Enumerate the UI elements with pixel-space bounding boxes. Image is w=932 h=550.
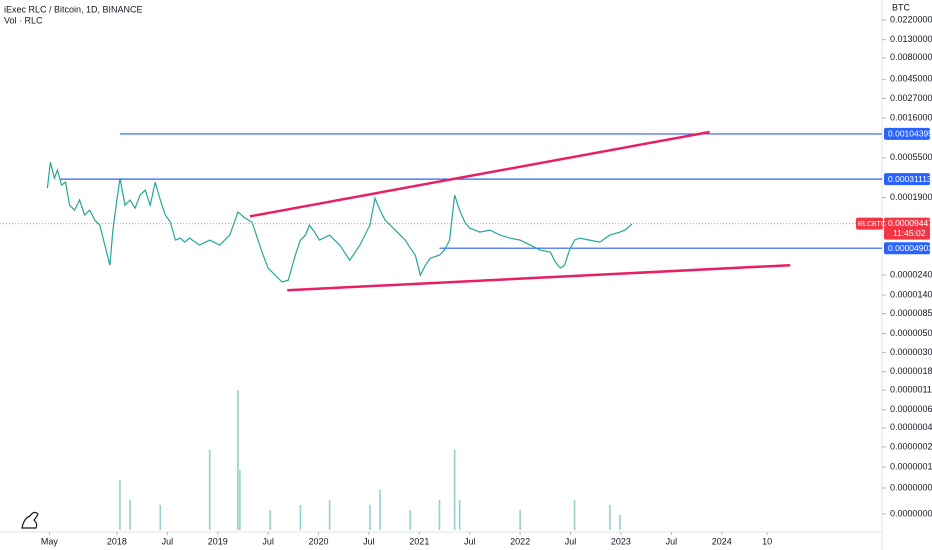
y-tick-label: 0.00000008 — [890, 482, 932, 492]
last-price-box — [884, 217, 930, 240]
x-tick-label: 2019 — [208, 536, 228, 546]
x-tick-label: Jul — [363, 536, 375, 546]
chart-title: iExec RLC / Bitcoin, 1D, BINANCE — [4, 4, 143, 14]
symbol-box — [856, 217, 883, 230]
level-label: 0.00004903 — [888, 243, 932, 253]
volume-bar — [458, 500, 461, 530]
x-tick-label: Jul — [666, 536, 678, 546]
x-tick-label: 2020 — [309, 536, 329, 546]
volume-bar — [328, 500, 331, 530]
volume-bar — [573, 500, 576, 530]
volume-bar — [453, 450, 456, 530]
x-tick-label: Jul — [162, 536, 174, 546]
x-tick-label: Jul — [464, 536, 476, 546]
level-label-box — [884, 127, 930, 140]
trend-line — [287, 263, 791, 292]
logo-shape — [21, 511, 39, 529]
volume-bar — [129, 500, 131, 530]
symbol-label: RLCBTC — [858, 221, 886, 228]
x-tick-label: 2022 — [510, 536, 530, 546]
level-label-box — [884, 242, 930, 255]
level-label-box — [884, 173, 930, 186]
volume-bar — [519, 510, 521, 530]
volume-bar — [269, 510, 271, 530]
countdown-label: 11:45:02 — [893, 228, 926, 238]
x-tick-label: 2024 — [712, 536, 732, 546]
volume-bar — [379, 490, 381, 530]
level-label: 0.00031113 — [888, 174, 932, 184]
x-tick-label: 2021 — [409, 536, 429, 546]
y-tick-label: 0.00000014 — [890, 461, 932, 471]
y-tick-label: 0.00000065 — [890, 404, 932, 414]
volume-bar — [438, 500, 441, 530]
x-tick-label: 2023 — [611, 536, 631, 546]
volume-bar — [299, 505, 302, 530]
y-tick-label: 0.00000004 — [890, 508, 932, 518]
x-tick-label: Jul — [565, 536, 577, 546]
price-line — [46, 161, 633, 283]
y-tick-label: 0.00000024 — [890, 441, 932, 451]
y-axis-label: BTC — [892, 2, 911, 12]
volume-bar — [237, 390, 239, 530]
volume-bar — [369, 505, 371, 530]
volume-bar — [239, 470, 241, 530]
volume-bar — [409, 510, 412, 530]
last-price-label: 0.00009447 — [888, 218, 932, 228]
volume-bar — [159, 505, 162, 530]
x-tick-label: Jul — [262, 536, 274, 546]
x-tick-label: 2018 — [107, 536, 127, 546]
trend-line — [249, 130, 710, 218]
logo — [21, 511, 39, 529]
x-tick-label: 10 — [762, 536, 772, 546]
volume-bar — [208, 450, 211, 530]
x-tick-label: May — [41, 536, 59, 546]
volume-bar — [609, 505, 611, 530]
volume-label: Vol · RLC — [4, 15, 43, 25]
volume-bar — [119, 480, 121, 530]
volume-bar — [619, 515, 621, 530]
level-label: 0.00104395 — [888, 129, 932, 139]
